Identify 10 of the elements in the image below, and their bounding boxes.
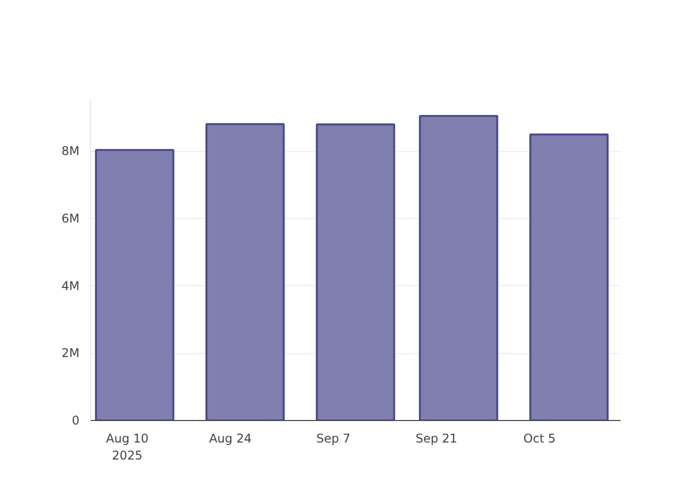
x-tick-label: Oct 5 [523,432,556,446]
y-tick-label: 6M [62,211,80,226]
x-tick-label: Sep 7 [316,432,350,446]
y-tick-label: 0 [72,414,80,428]
y-tick-label: 4M [62,278,80,293]
x-tick-label: Sep 21 [416,432,458,446]
y-tick-label: 8M [62,144,80,158]
x-tick-label: Aug 10 2025 [106,432,149,462]
x-tick-label: Aug 24 [209,432,252,446]
y-tick-label: 2M [62,346,80,360]
